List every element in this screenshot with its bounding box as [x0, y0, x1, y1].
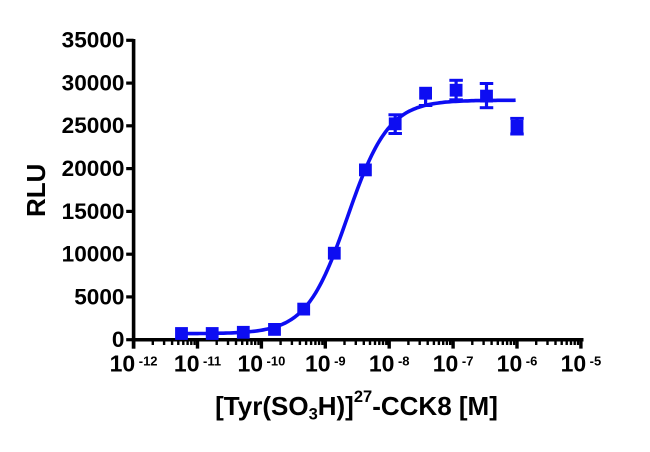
- svg-text:25000: 25000: [62, 113, 125, 138]
- svg-text:15000: 15000: [62, 199, 125, 224]
- svg-text:5000: 5000: [74, 284, 124, 309]
- svg-text:0: 0: [112, 327, 125, 352]
- svg-text:RLU: RLU: [21, 164, 51, 217]
- svg-text:10000: 10000: [62, 242, 125, 267]
- svg-text:30000: 30000: [62, 71, 125, 96]
- svg-text:35000: 35000: [62, 28, 125, 53]
- svg-text:20000: 20000: [62, 156, 125, 181]
